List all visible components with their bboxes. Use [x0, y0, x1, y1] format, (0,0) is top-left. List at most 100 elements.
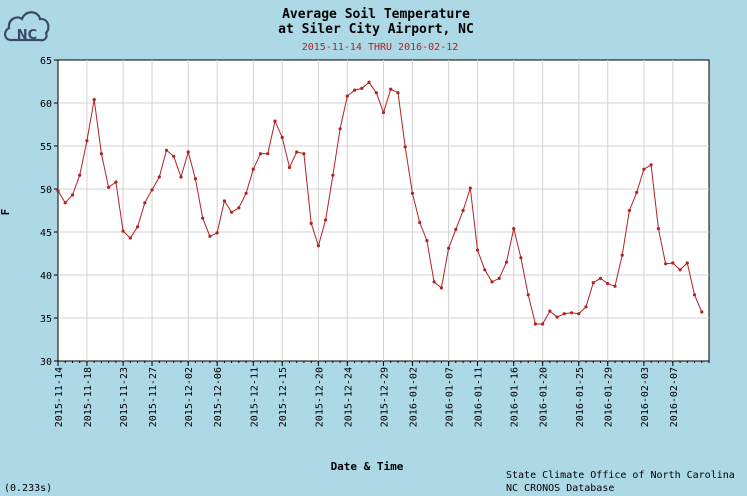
- data-series: [56, 80, 704, 326]
- x-axis-label: Date & Time: [331, 460, 404, 473]
- data-point: [533, 322, 538, 326]
- data-point: [403, 145, 407, 149]
- data-point: [172, 154, 176, 158]
- chart-subtitle: 2015-11-14 THRU 2016-02-12: [302, 42, 459, 53]
- logo-text: NC: [17, 28, 37, 43]
- data-point: [309, 221, 313, 225]
- data-point: [454, 227, 458, 231]
- data-point: [381, 110, 386, 115]
- data-point: [425, 239, 429, 243]
- data-point: [447, 246, 451, 250]
- data-point: [512, 227, 516, 231]
- grid-lines: [58, 60, 709, 361]
- data-point: [78, 173, 82, 177]
- data-point: [287, 165, 292, 170]
- data-point: [671, 261, 675, 265]
- data-point: [432, 280, 436, 284]
- data-point: [338, 127, 342, 131]
- data-point: [258, 152, 263, 156]
- x-tick-label: 2016-01-11: [474, 367, 485, 427]
- y-tick-label: 65: [40, 56, 52, 67]
- y-tick-label: 30: [40, 357, 52, 368]
- data-point: [316, 244, 320, 248]
- x-tick-label: 2016-01-16: [510, 367, 521, 427]
- data-point: [157, 175, 161, 179]
- y-tick-label: 45: [40, 228, 52, 239]
- x-tick-label: 2016-01-20: [539, 367, 550, 427]
- data-point: [519, 256, 523, 260]
- x-tick-label: 2016-02-03: [640, 367, 651, 427]
- data-point: [700, 310, 704, 314]
- data-point: [266, 152, 270, 156]
- data-point: [678, 268, 682, 272]
- data-point: [548, 309, 552, 313]
- data-point: [374, 91, 378, 95]
- y-axis-label: F: [0, 209, 12, 216]
- data-point: [642, 167, 646, 171]
- data-point: [244, 191, 248, 195]
- y-axis: 30 35 40 45 50 55 60 65: [40, 56, 58, 368]
- data-point: [555, 315, 559, 319]
- data-point: [251, 167, 255, 171]
- data-point: [367, 80, 371, 84]
- x-tick-label: 2016-01-29: [604, 367, 615, 427]
- data-point: [186, 150, 190, 154]
- data-point: [396, 91, 400, 95]
- data-point: [664, 262, 668, 266]
- data-point: [410, 191, 414, 195]
- data-point: [164, 148, 169, 152]
- data-point: [273, 119, 277, 123]
- data-point: [193, 177, 197, 181]
- data-point: [121, 229, 125, 233]
- data-point: [504, 260, 509, 264]
- data-point: [107, 185, 111, 189]
- x-tick-label: 2015-12-02: [184, 367, 195, 427]
- y-tick-label: 55: [40, 142, 52, 153]
- x-tick-label: 2015-11-27: [148, 367, 159, 427]
- data-point: [584, 305, 588, 309]
- data-point: [230, 210, 234, 214]
- x-tick-label: 2015-11-23: [119, 367, 130, 427]
- data-point: [627, 208, 632, 213]
- timing-text: (0.233s): [4, 483, 52, 494]
- data-point: [497, 276, 501, 280]
- data-point: [208, 234, 212, 238]
- data-point: [606, 282, 610, 286]
- x-tick-label: 2015-12-11: [249, 367, 260, 427]
- data-point: [92, 98, 96, 102]
- cloud-logo-icon: NC: [4, 11, 50, 43]
- y-tick-label: 50: [40, 185, 52, 196]
- x-tick-label: 2015-11-14: [54, 367, 65, 427]
- data-point: [620, 253, 624, 257]
- data-point: [649, 163, 653, 167]
- x-tick-label: 2015-12-29: [380, 367, 391, 427]
- data-point: [136, 225, 140, 229]
- data-point: [99, 152, 103, 156]
- x-tick-label: 2016-02-07: [669, 367, 680, 427]
- data-point: [490, 280, 494, 284]
- data-point: [331, 173, 335, 177]
- data-point: [613, 284, 617, 288]
- data-point: [56, 189, 60, 193]
- data-point: [324, 218, 328, 222]
- x-tick-label: 2016-01-25: [575, 367, 586, 427]
- data-point: [237, 206, 241, 210]
- y-tick-label: 60: [40, 99, 52, 110]
- credit-line-1: State Climate Office of North Carolina: [506, 470, 735, 481]
- data-point: [215, 231, 219, 235]
- data-point: [143, 201, 147, 205]
- x-tick-label: 2016-01-02: [408, 367, 419, 427]
- data-point: [591, 281, 595, 285]
- data-point: [295, 150, 299, 154]
- data-point: [418, 220, 422, 225]
- data-point: [541, 322, 545, 326]
- data-point: [85, 139, 89, 143]
- data-point: [389, 87, 393, 91]
- data-point: [150, 188, 154, 192]
- data-point: [468, 186, 472, 190]
- x-axis: 2015-11-14 2015-11-18 2015-11-23 2015-11-27…: [54, 361, 710, 427]
- data-point: [179, 175, 183, 179]
- data-point: [302, 152, 306, 156]
- x-tick-label: 2016-01-07: [445, 367, 456, 427]
